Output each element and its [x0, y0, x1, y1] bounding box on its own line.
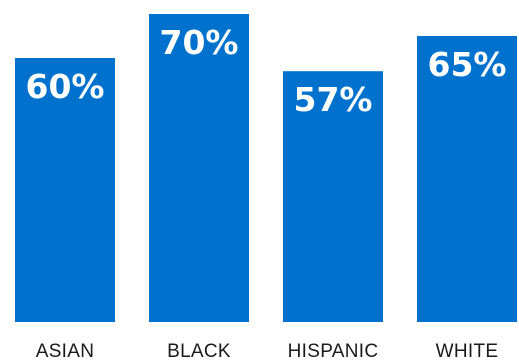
category-label-black: BLACK [167, 341, 231, 362]
bars-layer [15, 14, 517, 322]
value-labels-layer: 60% 70% 57% 65% [26, 23, 507, 119]
bar-hispanic [283, 71, 383, 322]
value-label-asian: 60% [26, 67, 105, 106]
bar-white [417, 36, 517, 322]
bar-asian [15, 58, 115, 322]
bar-black [149, 14, 249, 322]
category-label-asian: ASIAN [36, 341, 95, 362]
category-label-hispanic: HISPANIC [288, 341, 379, 362]
category-labels-layer: ASIAN BLACK HISPANIC WHITE [36, 341, 499, 362]
value-label-hispanic: 57% [294, 80, 373, 119]
value-label-white: 65% [428, 45, 507, 84]
value-label-black: 70% [160, 23, 239, 62]
category-label-white: WHITE [436, 341, 499, 362]
